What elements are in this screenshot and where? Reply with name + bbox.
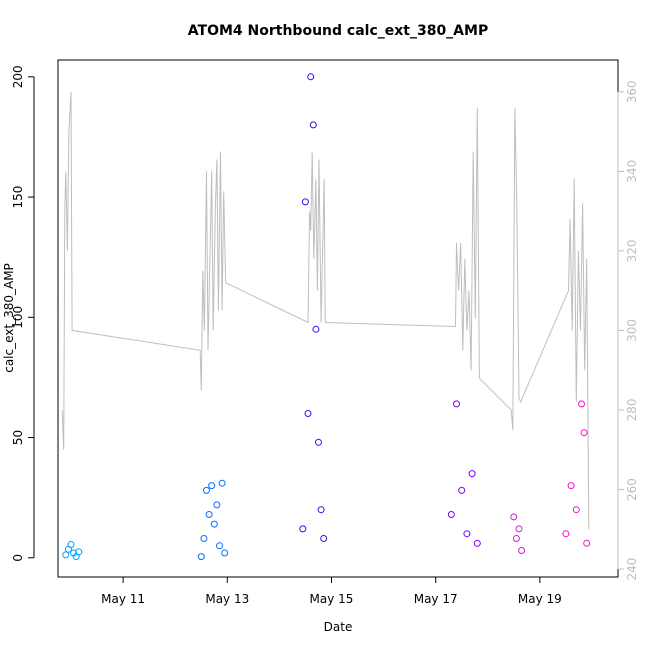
x-axis-label: Date	[324, 620, 353, 634]
data-point	[572, 506, 580, 514]
data-point	[309, 121, 317, 129]
data-point	[304, 410, 312, 417]
y2-tick-label: 280	[625, 399, 639, 422]
data-point	[510, 513, 518, 521]
y2-tick-label: 260	[625, 478, 639, 501]
data-point	[518, 547, 526, 554]
data-point	[468, 470, 476, 478]
data-point	[447, 511, 455, 518]
data-point	[567, 482, 575, 490]
y-tick-label: 150	[11, 186, 25, 209]
data-point	[320, 535, 328, 542]
y2-tick-label: 300	[625, 319, 639, 342]
y-axis: 0 50 100 150 200	[11, 65, 35, 562]
x-tick-label: May 15	[310, 592, 354, 606]
y2-tick-label: 360	[625, 80, 639, 103]
y2-tick-label: 240	[625, 558, 639, 581]
data-point	[453, 400, 460, 408]
data-point	[458, 486, 466, 494]
data-point	[197, 553, 205, 561]
plot-box	[57, 59, 619, 578]
data-point	[299, 525, 307, 533]
data-point	[317, 506, 325, 514]
data-point	[75, 548, 83, 556]
data-point	[218, 479, 226, 487]
y2-tick-label: 340	[625, 160, 639, 183]
data-point	[512, 535, 520, 542]
data-point	[203, 486, 210, 494]
y-tick-label: 0	[11, 554, 25, 562]
secondary-series-layer	[61, 91, 590, 530]
data-point	[205, 511, 213, 518]
data-point	[210, 520, 218, 528]
data-point	[200, 535, 208, 542]
data-point	[213, 501, 221, 509]
primary-points-layer	[62, 73, 591, 561]
y-tick-label: 200	[11, 65, 25, 88]
data-point	[473, 539, 481, 547]
data-point	[216, 542, 223, 550]
data-point	[301, 198, 309, 206]
x-tick-label: May 19	[518, 592, 562, 606]
y-tick-label: 50	[11, 430, 25, 445]
data-point	[578, 400, 585, 408]
data-point	[562, 530, 570, 538]
data-point	[312, 325, 320, 333]
x-axis: May 11 May 13 May 15 May 17 May 19	[101, 576, 562, 606]
y2-tick-label: 320	[625, 239, 639, 262]
data-point	[221, 549, 229, 557]
x-tick-label: May 13	[205, 592, 249, 606]
data-point	[580, 429, 588, 437]
x-tick-label: May 11	[101, 592, 145, 606]
data-point	[515, 525, 523, 533]
y-tick-label: 100	[11, 306, 25, 329]
data-point	[315, 438, 322, 446]
y-axis-label: calc_ext_380_AMP	[2, 263, 16, 373]
secondary-series-line	[61, 91, 590, 530]
data-point	[208, 482, 216, 490]
data-point	[463, 530, 471, 538]
data-point	[583, 539, 591, 547]
secondary-y-axis: 240 260 280 300 320 340 360	[617, 80, 639, 581]
data-point	[307, 73, 315, 81]
data-point	[62, 551, 70, 559]
x-tick-label: May 17	[414, 592, 458, 606]
data-point	[67, 541, 75, 548]
chart-title: ATOM4 Northbound calc_ext_380_AMP	[188, 23, 488, 39]
